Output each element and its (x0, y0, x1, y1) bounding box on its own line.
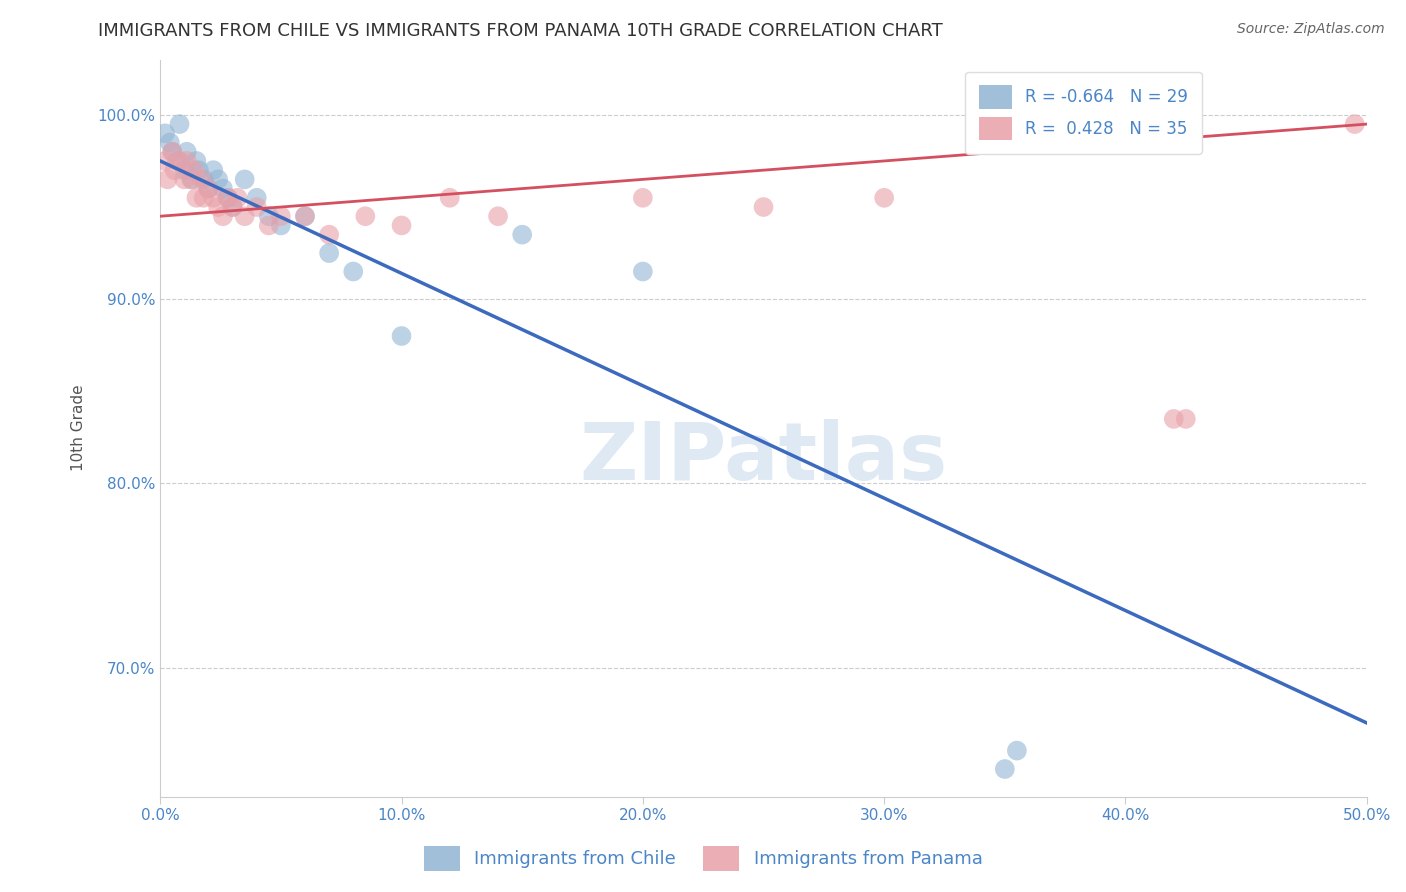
Point (180, 172, 202, 186)
Point (186, 153, 208, 168)
Point (510, 227, 533, 242)
Point (202, 191, 225, 205)
Point (163, 163, 186, 178)
Point (270, 209, 292, 223)
Legend: R = -0.664   N = 29, R =  0.428   N = 35: R = -0.664 N = 29, R = 0.428 N = 35 (966, 71, 1202, 153)
Point (391, 219, 413, 233)
Point (233, 172, 256, 186)
Point (202, 163, 225, 178)
Point (173, 172, 195, 186)
Point (873, 191, 896, 205)
Point (318, 246, 340, 260)
Point (207, 200, 229, 214)
Point (186, 191, 208, 205)
Point (270, 219, 292, 233)
Point (257, 209, 280, 223)
Point (439, 191, 461, 205)
Point (752, 200, 775, 214)
Point (169, 153, 191, 168)
Point (391, 329, 413, 343)
Point (354, 209, 377, 223)
Point (173, 163, 195, 178)
Point (176, 145, 198, 159)
Y-axis label: 10th Grade: 10th Grade (72, 384, 86, 472)
Point (257, 219, 280, 233)
Point (221, 200, 243, 214)
Point (294, 209, 316, 223)
Point (162, 145, 184, 159)
Point (187, 163, 209, 178)
Point (318, 227, 340, 242)
Point (197, 181, 219, 195)
Point (153, 126, 176, 140)
Point (217, 191, 239, 205)
Point (193, 172, 215, 186)
Point (631, 191, 654, 205)
Point (246, 200, 269, 214)
Point (1163, 412, 1185, 426)
Point (212, 181, 235, 195)
Point (166, 153, 188, 168)
Point (169, 117, 191, 131)
Point (153, 153, 176, 168)
Point (342, 264, 364, 278)
Point (190, 172, 212, 186)
Point (221, 200, 243, 214)
Point (212, 209, 235, 223)
Text: ZIPatlas: ZIPatlas (579, 418, 948, 497)
Legend: Immigrants from Chile, Immigrants from Panama: Immigrants from Chile, Immigrants from P… (416, 838, 990, 879)
Text: Source: ZipAtlas.com: Source: ZipAtlas.com (1237, 22, 1385, 37)
Point (156, 172, 179, 186)
Point (207, 172, 229, 186)
Point (1344, 117, 1367, 131)
Point (197, 181, 219, 195)
Point (162, 145, 184, 159)
Point (233, 209, 256, 223)
Point (1174, 412, 1197, 426)
Point (180, 172, 202, 186)
Point (193, 191, 215, 205)
Point (226, 191, 249, 205)
Point (486, 209, 509, 223)
Point (183, 163, 205, 178)
Point (1005, 743, 1028, 757)
Point (246, 191, 269, 205)
Point (994, 762, 1017, 776)
Point (159, 136, 181, 150)
Point (631, 264, 654, 278)
Text: IMMIGRANTS FROM CHILE VS IMMIGRANTS FROM PANAMA 10TH GRADE CORRELATION CHART: IMMIGRANTS FROM CHILE VS IMMIGRANTS FROM… (98, 22, 943, 40)
Point (176, 153, 198, 168)
Point (217, 191, 239, 205)
Point (294, 209, 316, 223)
